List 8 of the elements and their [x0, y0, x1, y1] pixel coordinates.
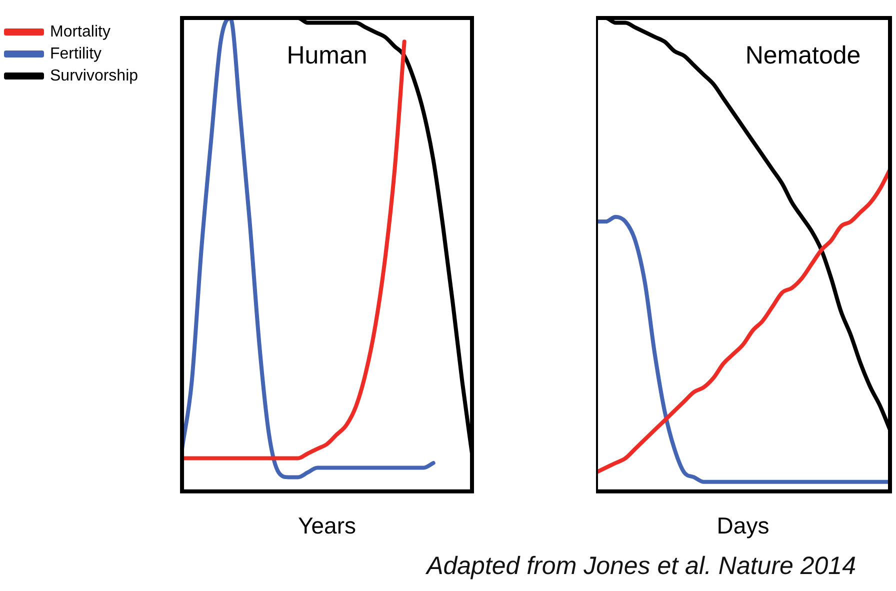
legend-label: Mortality	[50, 23, 110, 40]
text: Nematode	[745, 41, 861, 70]
legend-label: Fertility	[50, 45, 102, 62]
x-axis-title: Days	[716, 512, 770, 539]
legend-label: Survivorship	[50, 67, 138, 84]
text: Human	[286, 41, 368, 70]
x-axis-title: Years	[298, 512, 356, 539]
text: Adapted from Jones et al. Nature 2014	[426, 552, 856, 581]
